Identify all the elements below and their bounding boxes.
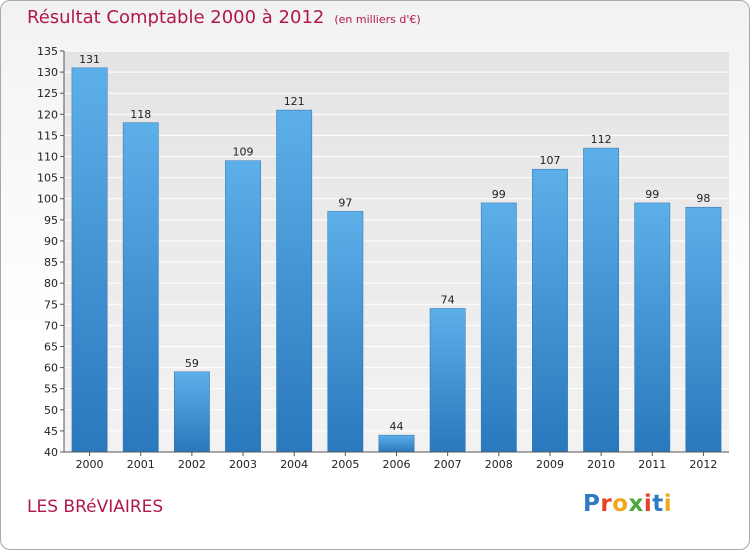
y-tick-label: 85	[44, 256, 58, 269]
chart-title-text: Résultat Comptable 2000 à 2012	[27, 7, 325, 28]
data-label: 112	[591, 133, 612, 146]
y-tick-label: 100	[37, 193, 58, 206]
data-label: 97	[338, 196, 352, 209]
bars	[71, 67, 722, 453]
x-tick-label: 2008	[485, 458, 513, 471]
y-tick-label: 115	[37, 129, 58, 142]
data-label: 118	[130, 108, 151, 121]
y-tick-label: 55	[44, 383, 58, 396]
y-tick-label: 110	[37, 151, 58, 164]
x-tick-label: 2012	[689, 458, 717, 471]
x-tick-label: 2001	[127, 458, 155, 471]
y-tick-label: 70	[44, 319, 58, 332]
data-label: 131	[79, 53, 100, 66]
data-labels: 131 118 59 109 121 97 44 74 99 107 112 99 98	[79, 53, 710, 433]
y-tick-label: 50	[44, 404, 58, 417]
y-axis: 40 45 50 55 60 65 70 75 80 85 90 95 100 105 110 115 120 1…	[37, 45, 65, 459]
data-label: 99	[492, 188, 506, 201]
x-tick-label: 2002	[178, 458, 206, 471]
x-tick-label: 2007	[434, 458, 462, 471]
y-tick-label: 75	[44, 298, 58, 311]
x-tick-label: 2010	[587, 458, 615, 471]
data-label: 44	[390, 420, 404, 433]
data-label: 99	[645, 188, 659, 201]
data-label: 74	[441, 293, 455, 306]
logo-letter: x	[628, 491, 644, 517]
logo-letter: i	[643, 491, 653, 517]
bar-2005	[327, 211, 364, 453]
bar-2006	[378, 434, 415, 453]
logo-letter: r	[600, 491, 613, 517]
y-tick-label: 60	[44, 362, 58, 375]
bar-2004	[276, 109, 313, 453]
y-tick-label: 105	[37, 172, 58, 185]
bar-2012	[685, 206, 722, 453]
y-tick-label: 45	[44, 425, 58, 438]
x-tick-label: 2003	[229, 458, 257, 471]
data-label: 121	[284, 95, 305, 108]
logo-letter: i	[663, 491, 673, 517]
x-axis: 2000 2001 2002 2003 2004 2005 2006 2007 2008 2009…	[64, 451, 729, 471]
x-tick-label: 2009	[536, 458, 564, 471]
y-tick-label: 95	[44, 214, 58, 227]
y-tick-label: 65	[44, 340, 58, 353]
logo-letter: P	[583, 491, 601, 517]
bar-2003	[225, 160, 261, 453]
proxiti-logo: Proxiti	[583, 491, 672, 517]
y-tick-label: 120	[37, 108, 58, 121]
y-tick-label: 125	[37, 87, 58, 100]
y-tick-label: 130	[37, 66, 58, 79]
data-label: 107	[539, 154, 560, 167]
chart-title: Résultat Comptable 2000 à 2012 (en millie…	[27, 7, 421, 28]
logo-letter: o	[612, 491, 629, 517]
bar-2000	[71, 67, 108, 453]
place-name: LES BRéVIAIRES	[27, 497, 164, 517]
x-tick-label: 2000	[76, 458, 104, 471]
logo-letter: t	[652, 491, 664, 517]
data-label: 59	[185, 357, 199, 370]
chart-title-unit: (en milliers d'€)	[334, 13, 421, 26]
y-tick-label: 135	[37, 45, 58, 58]
bar-2001	[122, 122, 159, 453]
bar-2008	[480, 202, 517, 453]
data-label: 98	[696, 192, 710, 205]
bar-2002	[173, 371, 210, 453]
x-tick-label: 2004	[280, 458, 308, 471]
bar-2010	[583, 147, 620, 453]
y-tick-label: 80	[44, 277, 58, 290]
bar-2011	[634, 202, 671, 453]
y-tick-label: 90	[44, 235, 58, 248]
x-tick-label: 2011	[638, 458, 666, 471]
data-label: 109	[233, 146, 254, 159]
bar-2009	[532, 168, 568, 453]
x-tick-label: 2006	[383, 458, 411, 471]
bar-2007	[429, 308, 466, 453]
x-tick-label: 2005	[331, 458, 359, 471]
y-tick-label: 40	[44, 446, 58, 459]
plot-area	[64, 51, 729, 452]
